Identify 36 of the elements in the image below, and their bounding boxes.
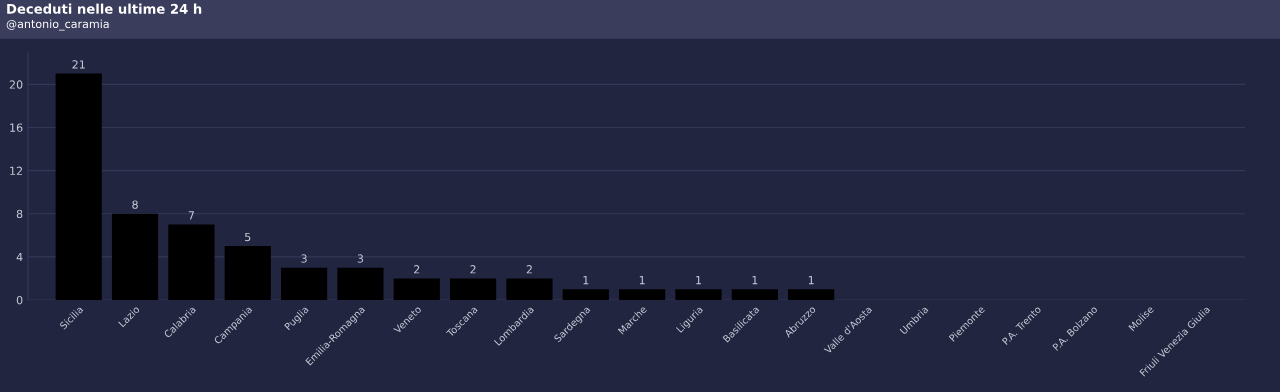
data-label: 1	[639, 276, 645, 285]
data-label: 8	[132, 200, 138, 209]
bar	[55, 73, 102, 300]
bar	[224, 246, 271, 300]
y-tick-label: 20	[9, 80, 23, 89]
bar	[675, 289, 722, 300]
data-label: 1	[808, 276, 814, 285]
data-label: 1	[752, 276, 758, 285]
bar	[562, 289, 609, 300]
bar	[393, 278, 440, 300]
bar	[506, 278, 553, 300]
data-label: 2	[526, 265, 532, 274]
data-label: 3	[357, 254, 364, 263]
data-label: 2	[470, 265, 476, 274]
data-label: 1	[696, 276, 701, 285]
bar	[280, 267, 328, 300]
data-label: 5	[245, 232, 251, 242]
bar	[788, 289, 835, 300]
data-label: 2	[414, 265, 420, 274]
y-tick-label: 12	[10, 166, 23, 175]
y-tick-label: 0	[16, 295, 23, 305]
chart-subtitle: @antonio_caramia	[6, 19, 109, 31]
bar	[619, 289, 666, 300]
bar	[168, 224, 215, 300]
data-label: 7	[188, 211, 194, 220]
data-label: 1	[583, 276, 589, 285]
bar	[337, 267, 384, 300]
y-tick-label: 4	[16, 252, 23, 262]
bar	[731, 289, 778, 300]
y-tick-label: 16	[10, 123, 23, 132]
data-label: 3	[301, 254, 307, 263]
bar	[450, 278, 497, 300]
y-tick-label: 8	[16, 209, 23, 219]
data-label: 21	[72, 60, 85, 69]
bar	[111, 213, 159, 300]
chart-title: Deceduti nelle ultime 24 h	[7, 3, 202, 14]
